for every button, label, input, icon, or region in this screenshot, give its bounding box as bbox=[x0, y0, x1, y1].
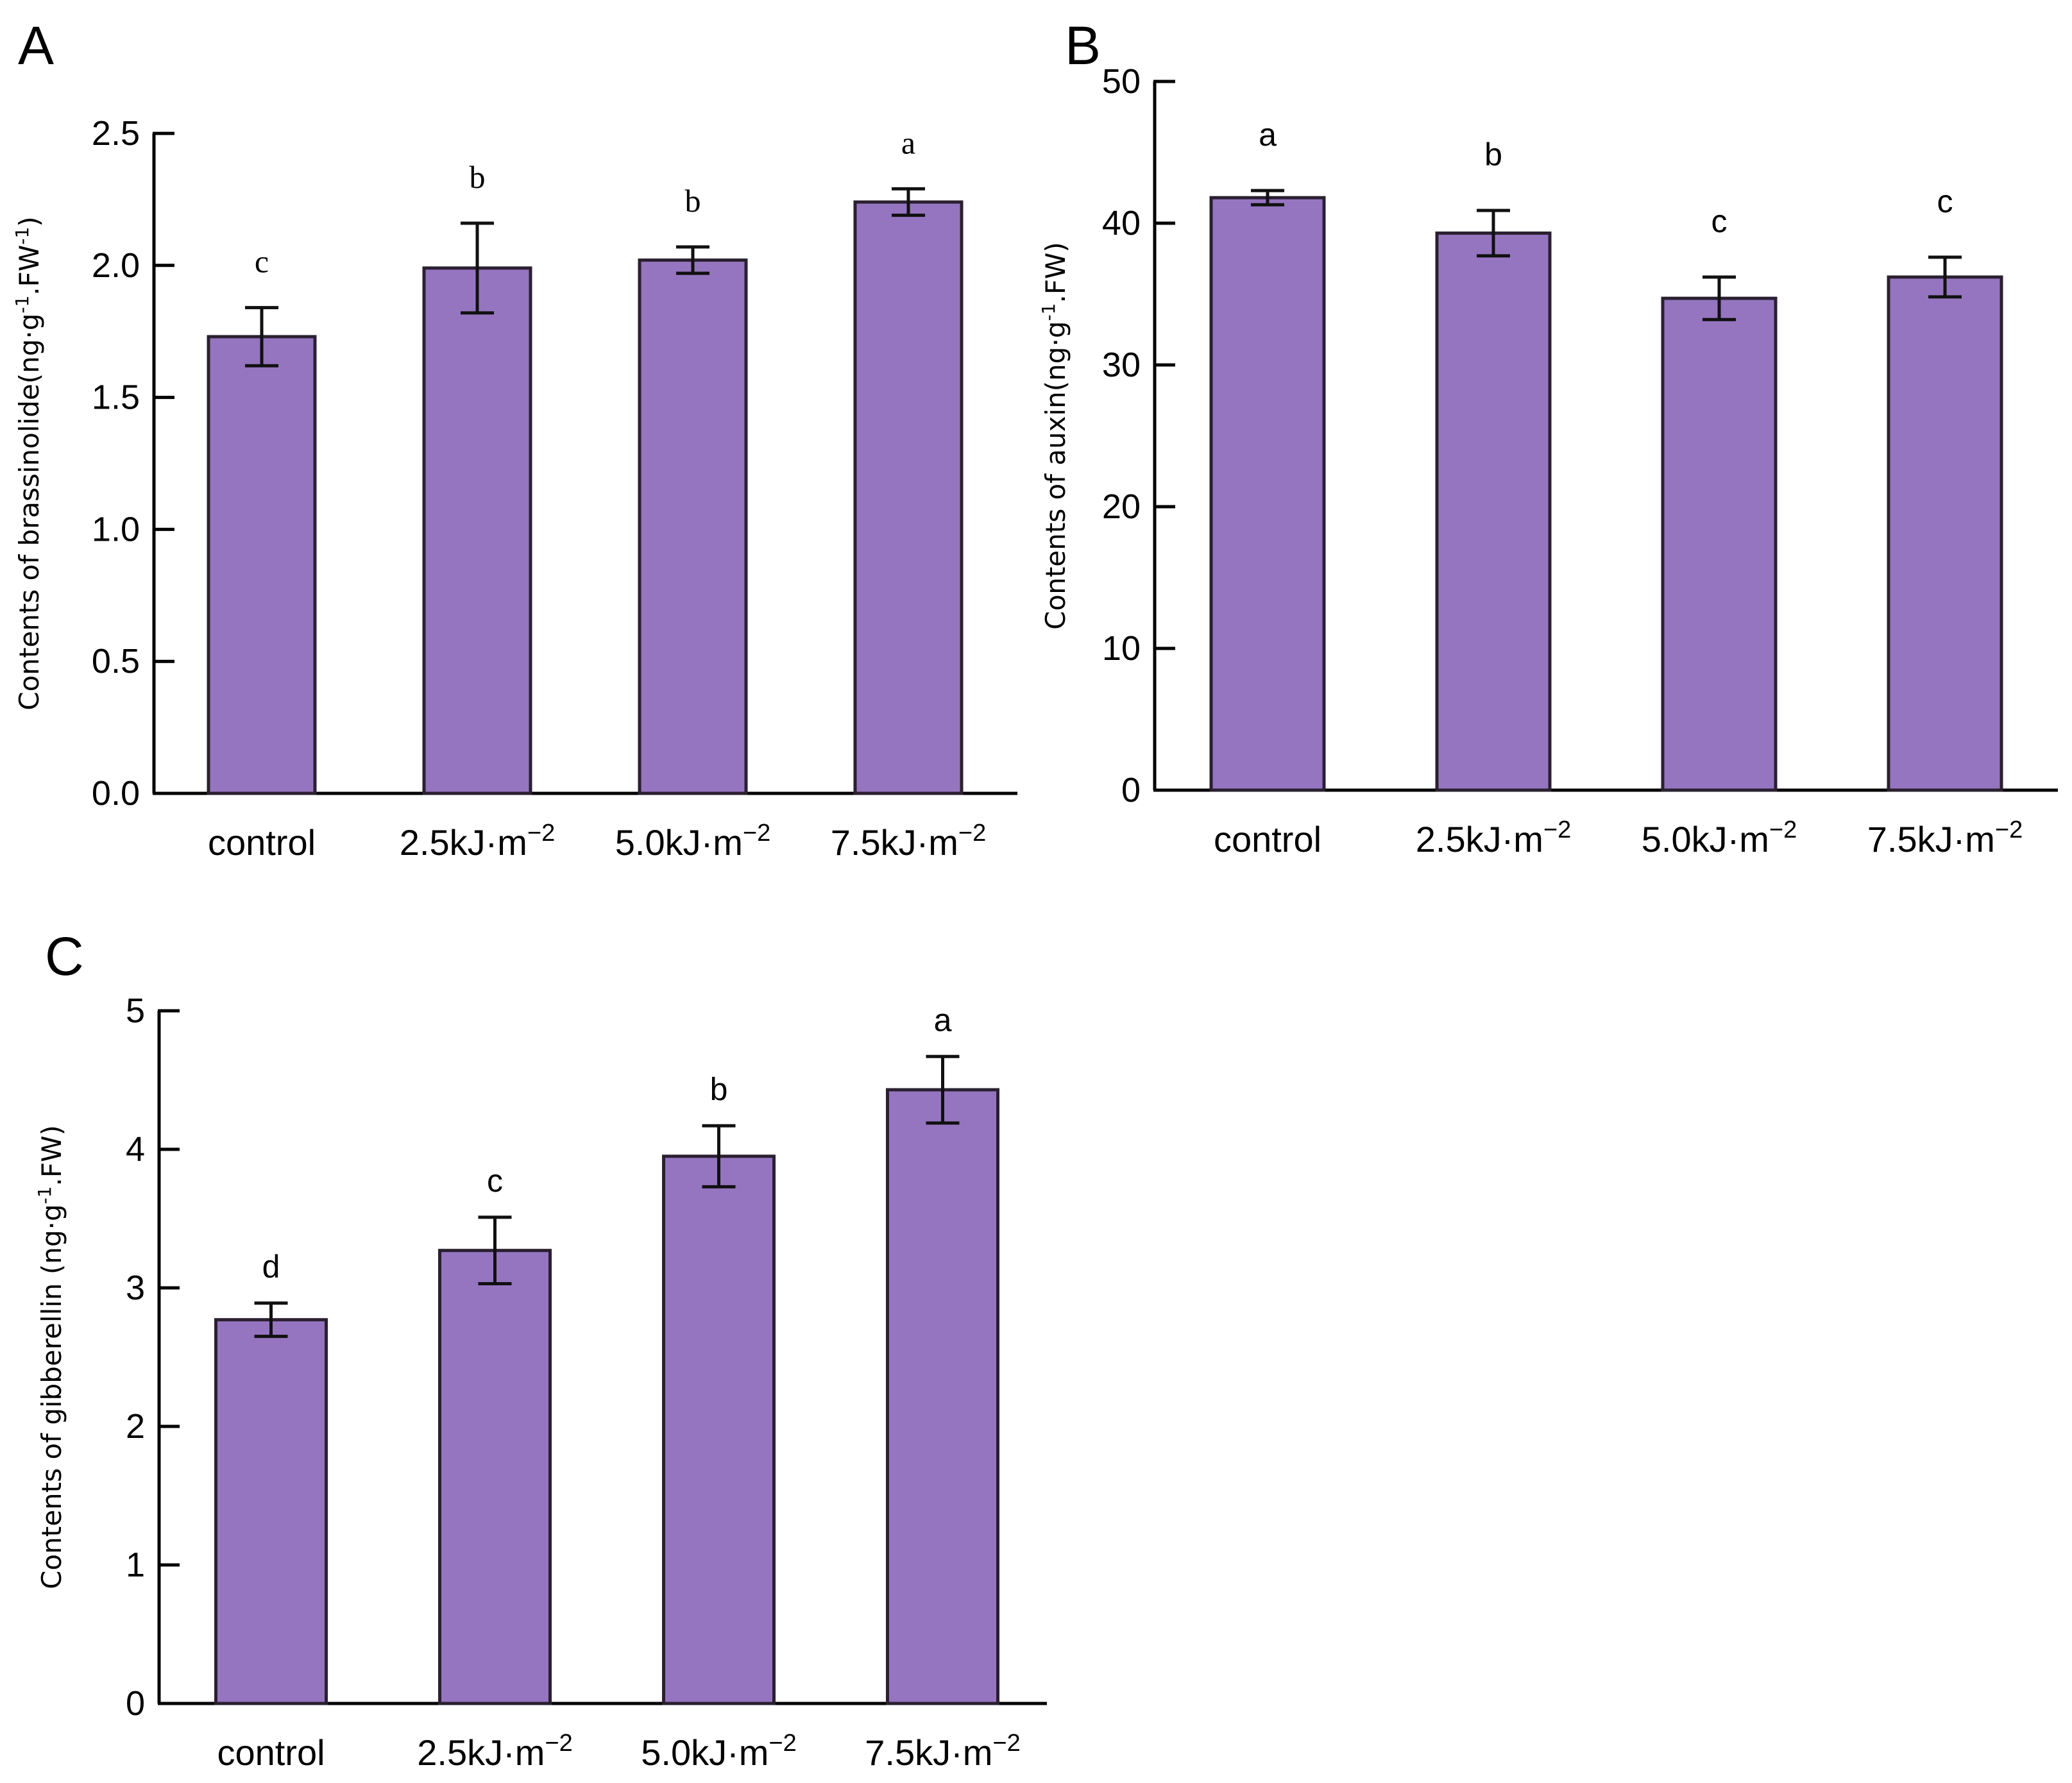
x-tick-label-superscript: −2 bbox=[545, 1730, 572, 1757]
bar bbox=[438, 1249, 552, 1705]
x-tick-label-text: control bbox=[208, 822, 316, 863]
x-tick-label: 7.5kJ·m−2 bbox=[865, 1730, 1020, 1773]
y-tick-label: 10 bbox=[1102, 629, 1141, 668]
bar bbox=[1661, 296, 1778, 792]
chart-panel-a: A 0.0 0.5 1.0 1.5 2.0 2.5 Contents of brassinol… bbox=[12, 15, 1017, 863]
x-tick-label: control bbox=[217, 1732, 325, 1773]
x-tick-label-superscript: −2 bbox=[958, 820, 986, 847]
x-tick-label: 7.5kJ·m−2 bbox=[831, 820, 986, 863]
x-tick-label-text: 2.5kJ·m bbox=[400, 822, 527, 863]
x-tick-label-text: 7.5kJ·m bbox=[865, 1732, 992, 1773]
x-tick-label-text: 2.5kJ·m bbox=[1416, 819, 1543, 859]
x-tick-label-superscript: −2 bbox=[1769, 816, 1797, 843]
x-tick-label-text: 5.0kJ·m bbox=[641, 1732, 769, 1773]
y-tick-label: 1.0 bbox=[92, 510, 140, 548]
bar bbox=[214, 1318, 328, 1705]
y-tick-label: 20 bbox=[1102, 487, 1141, 526]
significance-letter: c bbox=[1711, 203, 1728, 239]
bar bbox=[207, 335, 317, 795]
bar bbox=[1209, 196, 1326, 792]
significance-letter: c bbox=[487, 1163, 503, 1199]
x-tick-label-text: 7.5kJ·m bbox=[1867, 819, 1995, 859]
significance-letter: d bbox=[262, 1249, 280, 1285]
x-tick-label-superscript: −2 bbox=[1995, 816, 2023, 843]
chart-panel-b: B 0 10 20 30 40 50 Contents of auxin(ng·g-1.FW)… bbox=[1038, 15, 2058, 859]
bar bbox=[422, 266, 532, 795]
y-tick-label: 2 bbox=[126, 1407, 145, 1446]
x-tick-label-superscript: −2 bbox=[527, 820, 555, 847]
y-axis-title-superscript: -1 bbox=[1038, 303, 1059, 321]
significance-letter: b bbox=[1484, 137, 1502, 173]
y-axis-title-part: .FW) bbox=[36, 1125, 67, 1186]
y-axis-title-superscript: -1 bbox=[34, 1187, 55, 1204]
bar bbox=[853, 200, 964, 795]
y-tick-label: 2.0 bbox=[92, 246, 140, 285]
bar bbox=[662, 1154, 776, 1705]
y-tick-label: 40 bbox=[1102, 204, 1141, 242]
x-tick-label-text: 5.0kJ·m bbox=[615, 822, 743, 863]
x-tick-label: 2.5kJ·m−2 bbox=[417, 1730, 572, 1773]
significance-letter: c bbox=[1937, 183, 1953, 219]
y-tick-label: 0 bbox=[1121, 771, 1141, 809]
y-tick-label: 5 bbox=[126, 992, 145, 1030]
y-tick-label: 30 bbox=[1102, 346, 1141, 384]
x-tick-label-text: 5.0kJ·m bbox=[1642, 819, 1769, 859]
y-tick-label: 0.0 bbox=[92, 774, 140, 813]
y-tick-label: 4 bbox=[126, 1130, 145, 1169]
bar bbox=[886, 1088, 999, 1705]
bar bbox=[638, 258, 748, 795]
y-tick-label: 3 bbox=[126, 1269, 145, 1307]
y-axis-title-part: ) bbox=[13, 216, 45, 226]
x-tick-label: control bbox=[208, 822, 316, 863]
x-tick-label: 5.0kJ·m−2 bbox=[615, 820, 770, 863]
x-tick-label: 5.0kJ·m−2 bbox=[1642, 816, 1797, 859]
bar bbox=[1435, 231, 1552, 792]
significance-letter: a bbox=[1259, 117, 1277, 153]
x-tick-label-superscript: −2 bbox=[1543, 816, 1571, 843]
significance-letter: a bbox=[901, 124, 915, 160]
panel-letter: C bbox=[45, 926, 84, 986]
x-tick-label: 2.5kJ·m−2 bbox=[1416, 816, 1571, 859]
x-tick-label-superscript: −2 bbox=[769, 1730, 796, 1757]
significance-letter: b bbox=[470, 159, 486, 195]
y-axis-title-superscript: -1 bbox=[12, 296, 33, 314]
x-tick-label: 5.0kJ·m−2 bbox=[641, 1730, 796, 1773]
y-axis-title: Contents of gibberellin (ng·g-1.FW) bbox=[34, 1125, 67, 1589]
x-tick-label-text: control bbox=[217, 1732, 325, 1773]
y-tick-label: 0.5 bbox=[92, 642, 140, 680]
x-tick-label: 7.5kJ·m−2 bbox=[1867, 816, 2023, 859]
y-tick-label: 2.5 bbox=[92, 114, 140, 153]
y-axis-title-part: .FW bbox=[13, 245, 45, 296]
significance-letter: a bbox=[934, 1002, 952, 1038]
y-axis-title-part: Contents of gibberellin (ng·g bbox=[36, 1204, 67, 1589]
y-axis-title-part: Contents of brassinolide(ng·g bbox=[13, 314, 45, 711]
y-tick-label: 1 bbox=[126, 1546, 145, 1584]
panel-letter: B bbox=[1065, 15, 1101, 76]
y-axis-title-part: .FW) bbox=[1040, 242, 1071, 303]
y-tick-label: 1.5 bbox=[92, 378, 140, 417]
x-tick-label-superscript: −2 bbox=[743, 820, 770, 847]
significance-letter: b bbox=[685, 183, 701, 219]
y-tick-label: 50 bbox=[1102, 62, 1141, 101]
x-tick-label: control bbox=[1214, 819, 1321, 859]
x-tick-label-text: control bbox=[1214, 819, 1321, 859]
y-tick-label: 0 bbox=[126, 1684, 145, 1723]
significance-letter: b bbox=[710, 1071, 728, 1107]
y-axis-title: Contents of auxin(ng·g-1.FW) bbox=[1038, 242, 1071, 630]
y-axis-title: Contents of brassinolide(ng·g-1.FW-1) bbox=[12, 216, 45, 710]
x-tick-label: 2.5kJ·m−2 bbox=[400, 820, 555, 863]
y-axis-title-superscript: -1 bbox=[12, 227, 33, 245]
bar bbox=[1887, 275, 2003, 792]
x-tick-label-text: 2.5kJ·m bbox=[417, 1732, 545, 1773]
significance-letter: c bbox=[255, 244, 269, 280]
chart-panel-c: C 0 1 2 3 4 5 Contents of gibberellin (ng·g-1.F… bbox=[34, 926, 1047, 1773]
x-tick-label-superscript: −2 bbox=[992, 1730, 1020, 1757]
y-axis-title-part: Contents of auxin(ng·g bbox=[1040, 321, 1071, 630]
panel-letter: A bbox=[18, 15, 54, 76]
x-tick-label-text: 7.5kJ·m bbox=[831, 822, 958, 863]
